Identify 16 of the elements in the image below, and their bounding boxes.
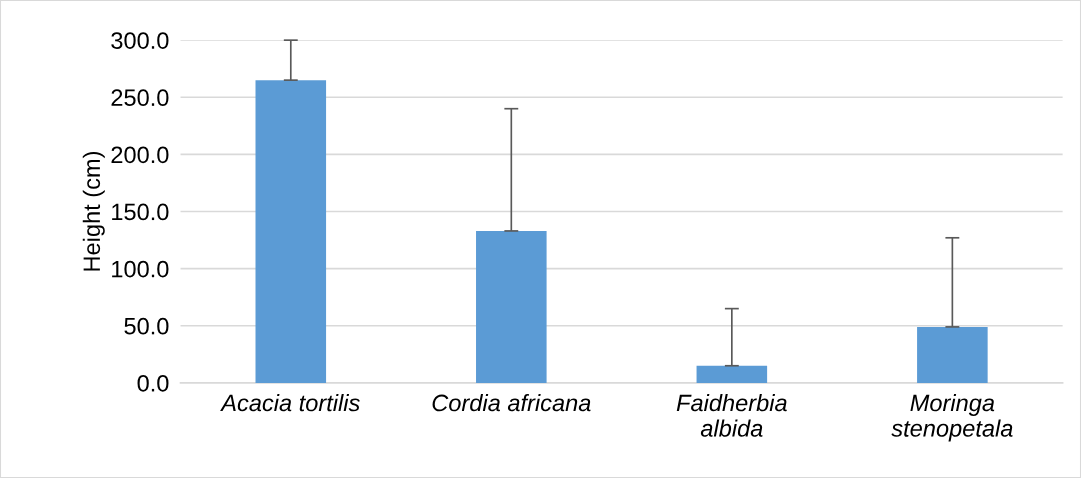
x-tick-label: Cordia africana — [432, 393, 591, 412]
y-tick-label: 250.0 — [111, 89, 169, 107]
x-tick-label: Moringa stenopetala — [891, 393, 1013, 442]
x-tick-label: Acacia tortilis — [220, 393, 360, 412]
y-tick-label: 0.0 — [137, 374, 169, 392]
y-tick-label: 150.0 — [112, 203, 169, 221]
bar — [917, 326, 988, 383]
bar — [476, 230, 547, 383]
y-tick-label: 50.0 — [124, 317, 169, 335]
bar — [696, 365, 768, 383]
y-tick-label: 200.0 — [111, 146, 169, 164]
x-tick-label: Faidherbia albida — [676, 393, 787, 437]
bar — [255, 80, 327, 383]
y-axis-title: Height (cm) — [82, 151, 105, 271]
y-tick-label: 300.0 — [111, 32, 169, 49]
y-tick-label: 100.0 — [112, 260, 169, 278]
